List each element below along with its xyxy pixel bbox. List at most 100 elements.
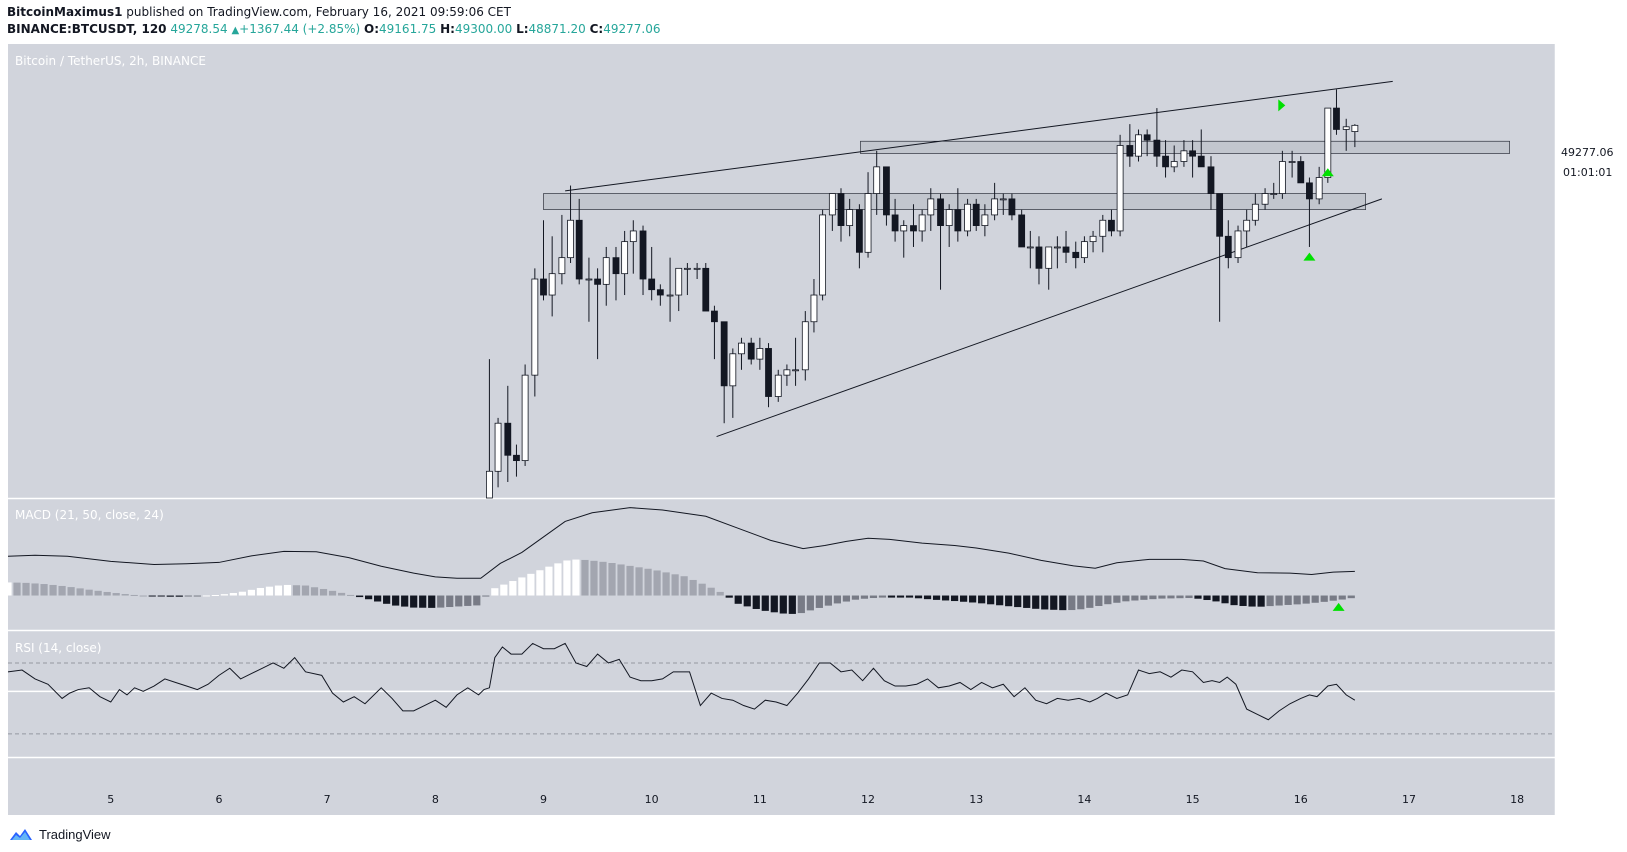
last-price-tag-label: 49277.06 (1561, 146, 1614, 159)
candle (621, 230, 629, 296)
candle (1045, 246, 1053, 290)
macd-histogram-bar (707, 587, 715, 596)
candle-body (937, 198, 944, 227)
candle (972, 198, 980, 231)
candle-body (873, 166, 881, 194)
candle-body (602, 257, 610, 285)
macd-histogram-bar (247, 589, 256, 596)
macd-histogram-bar (31, 583, 39, 596)
symbol-label: BINANCE:BTCUSDT, 120 (7, 22, 167, 36)
macd-histogram-bar (428, 595, 436, 608)
macd-histogram-bar (1284, 595, 1292, 605)
macd-histogram-bar (455, 595, 463, 607)
tradingview-logo[interactable]: TradingView (8, 826, 111, 842)
candle-body (945, 209, 953, 227)
candle-body (1351, 124, 1359, 132)
macd-histogram-bar (1050, 595, 1058, 610)
macd-histogram-bar (554, 563, 562, 596)
rsi-chart (7, 642, 1555, 735)
candle (531, 268, 539, 397)
macd-histogram-bar (581, 559, 589, 596)
candle-body (639, 230, 647, 280)
macd-histogram-bar (4, 582, 12, 596)
candle (900, 220, 908, 258)
candle-body (1170, 161, 1178, 168)
candle (1278, 150, 1286, 199)
macd-histogram-bar (572, 559, 580, 596)
macd-histogram-bar (310, 587, 319, 596)
close-label: C: (589, 22, 604, 36)
candle-body (1108, 219, 1115, 232)
candle-body (693, 267, 701, 270)
candle-body (1162, 155, 1169, 168)
rsi-line (7, 642, 1356, 721)
macd-histogram-bar (1230, 595, 1238, 606)
price-axis-tick-label: 43000.00 (1566, 455, 1619, 468)
macd-histogram-bar (94, 590, 102, 596)
candle (656, 284, 664, 306)
candle (801, 311, 809, 381)
macd-histogram-bar (1167, 595, 1175, 599)
candle-body (1018, 214, 1026, 248)
price-axis-tick-label: 45000.00 (1566, 348, 1619, 361)
macd-histogram-bar (960, 595, 968, 602)
candle (548, 236, 556, 317)
candle-body (1189, 150, 1196, 157)
macd-histogram-bar (193, 595, 201, 597)
macd-histogram-bar (1266, 595, 1274, 607)
time-axis-tick-label: 16 (1294, 793, 1308, 806)
macd-triangle-up-marker (1332, 602, 1345, 611)
candle (783, 364, 791, 386)
publication-header: BitcoinMaximus1 published on TradingView… (0, 0, 1627, 42)
macd-histogram-bar (1302, 595, 1310, 604)
time-axis-background (8, 758, 1555, 815)
macd-histogram-bar (833, 595, 841, 604)
macd-histogram-bar (1320, 595, 1328, 602)
macd-histogram-bar (1257, 595, 1265, 607)
candle (575, 198, 583, 285)
candle (964, 198, 971, 237)
macd-histogram-bar (608, 563, 616, 596)
candle (629, 220, 637, 274)
candle-body (1243, 219, 1251, 232)
time-axis-tick-label: 9 (540, 793, 547, 806)
author-name[interactable]: BitcoinMaximus1 (7, 5, 123, 19)
candle-body (1045, 246, 1053, 269)
candle (883, 166, 890, 226)
macd-histogram-bar (121, 594, 129, 596)
candle (702, 262, 710, 312)
author-line: BitcoinMaximus1 published on TradingView… (7, 5, 511, 19)
candle-body (1126, 145, 1134, 157)
candle (648, 246, 656, 301)
rsi-axis-tick-label: 40.00 (1566, 710, 1598, 723)
candle-body (765, 348, 772, 397)
candle-body (1008, 198, 1016, 216)
price-axis-tick-label: 47000.00 (1566, 241, 1619, 254)
price-change: +1367.44 (+2.85%) (239, 22, 361, 36)
chart-canvas[interactable]: 43000.00 44000.00 45000.00 46000.00 47000.00… (0, 42, 1627, 818)
macd-histogram-bar (157, 595, 165, 597)
candle (1180, 140, 1188, 167)
macd-histogram-bar (1248, 595, 1256, 607)
macd-histogram-bar (878, 595, 887, 598)
candle (1035, 236, 1043, 285)
candle (486, 359, 493, 499)
time-axis-tick-label: 6 (215, 793, 222, 806)
candle-body (883, 166, 890, 216)
up-arrow-icon: ▲ (231, 25, 240, 36)
macd-histogram-bar (545, 566, 553, 596)
macd-axis-tick-label: 2000.00 (1566, 521, 1612, 534)
macd-histogram-bar (1140, 595, 1148, 600)
candle (1251, 193, 1259, 226)
open-label: O: (364, 22, 380, 36)
macd-histogram-bar (1338, 595, 1346, 600)
candle (1008, 193, 1016, 221)
macd-histogram-bar (1212, 595, 1220, 602)
macd-histogram-bar (202, 595, 210, 597)
candle (504, 385, 512, 482)
macd-histogram-bar (58, 585, 66, 596)
candle (792, 337, 799, 386)
candle (819, 209, 827, 301)
candle (828, 193, 836, 231)
time-axis-tick-label: 8 (432, 793, 439, 806)
